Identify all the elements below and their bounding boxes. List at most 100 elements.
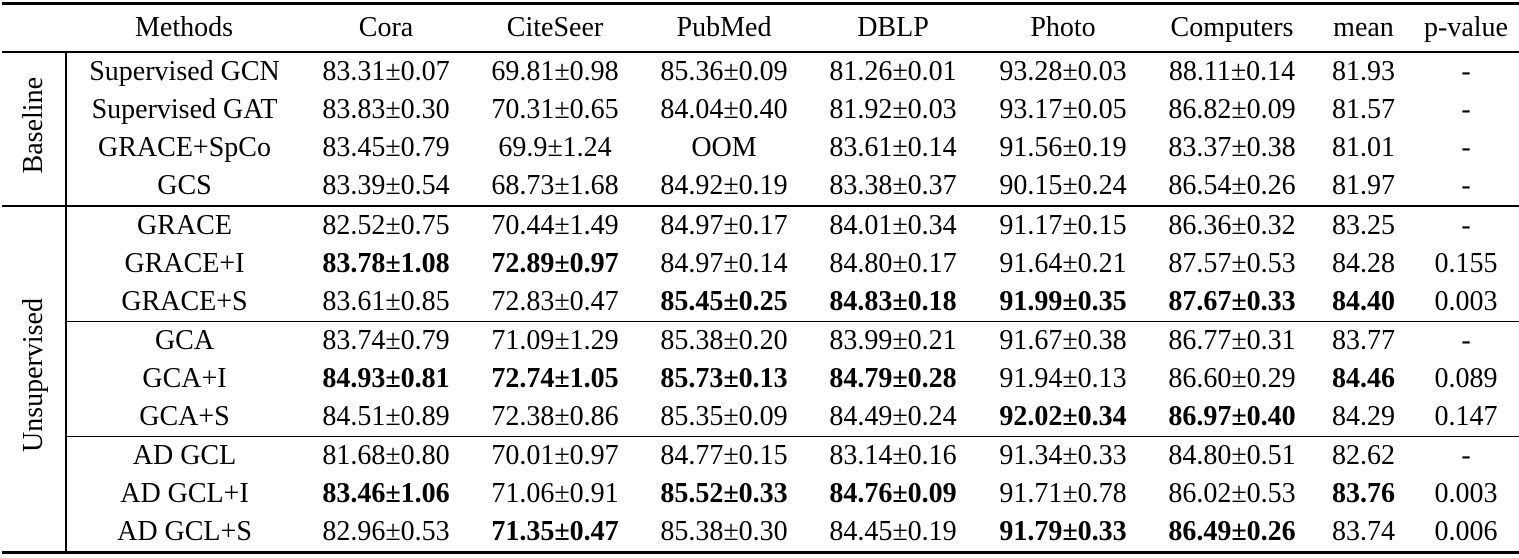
- table-row: AD GCL+I 83.46±1.06 71.06±0.91 85.52±0.33 84…: [2, 475, 1519, 513]
- result-cell-photo: 91.34±0.33: [978, 436, 1148, 475]
- header-row: Methods Cora CiteSeer PubMed DBLP Photo …: [2, 3, 1519, 53]
- table-row: GRACE+S 83.61±0.85 72.83±0.47 85.45±0.25 84.…: [2, 283, 1519, 322]
- result-cell-citeseer: 71.06±0.91: [491, 478, 619, 509]
- group-baseline: Baseline Supervised GCN 83.31±0.07 69.81±0.…: [2, 52, 1519, 206]
- result-cell-dblp: 84.79±0.28: [829, 363, 957, 394]
- result-cell-dblp: 84.45±0.19: [829, 516, 957, 547]
- result-cell-pubmed: 84.97±0.14: [660, 248, 788, 279]
- result-cell-cora: 84.51±0.89: [322, 401, 450, 432]
- header-cora: Cora: [302, 3, 470, 53]
- result-cell-citeseer: 72.38±0.86: [491, 401, 619, 432]
- group-label: Unsupervised: [17, 298, 49, 452]
- table-row: AD GCL+S 82.96±0.53 71.35±0.47 85.38±0.30 84…: [2, 513, 1519, 553]
- result-cell-cora: 83.83±0.30: [322, 94, 450, 125]
- mean-cell: 83.74: [1332, 516, 1395, 547]
- result-cell-dblp: 84.76±0.09: [829, 478, 957, 509]
- result-cell-cora: 83.78±1.08: [322, 248, 450, 279]
- result-cell-citeseer: 69.81±0.98: [491, 56, 619, 87]
- method-name-cell: AD GCL+S: [65, 513, 302, 553]
- result-cell-computers: 84.80±0.51: [1148, 436, 1316, 475]
- mean-cell: 81.57: [1332, 94, 1395, 125]
- method-name-cell: GRACE: [65, 205, 302, 245]
- result-cell-pubmed: 85.38±0.30: [660, 516, 788, 547]
- mean-cell: 84.29: [1332, 401, 1395, 432]
- pvalue-cell: -: [1461, 56, 1471, 87]
- table-row: AD GCL 81.68±0.80 70.01±0.97 84.77±0.15 83.1…: [2, 436, 1519, 475]
- table-row: GCS 83.39±0.54 68.73±1.68 84.92±0.19 83.38±0…: [2, 167, 1519, 206]
- pvalue-cell: 0.003: [1434, 478, 1498, 509]
- mean-cell: 81.01: [1332, 132, 1395, 163]
- header-pubmed: PubMed: [640, 3, 808, 53]
- result-cell-computers: 86.49±0.26: [1168, 516, 1296, 547]
- method-name-cell: AD GCL+I: [65, 475, 302, 513]
- result-cell-citeseer: 72.89±0.97: [491, 248, 619, 279]
- table-row: GRACE+SpCo 83.45±0.79 69.9±1.24 OOM 83.61±0.…: [2, 129, 1519, 167]
- table-row: Unsupervised GRACE 82.52±0.75 70.44±1.49 84.…: [2, 205, 1519, 553]
- result-cell-citeseer: 72.74±1.05: [491, 363, 619, 394]
- group-label-cell: Unsupervised: [2, 205, 66, 553]
- result-cell-pubmed: 85.35±0.09: [660, 401, 788, 432]
- mean-cell: 84.40: [1332, 286, 1395, 317]
- result-cell-cora: 82.96±0.53: [322, 516, 450, 547]
- group-unsupervised: Unsupervised GRACE 82.52±0.75 70.44±1.49 84.…: [2, 205, 1519, 553]
- result-cell-computers: 87.67±0.33: [1168, 286, 1296, 317]
- pvalue-cell: 0.089: [1434, 363, 1498, 394]
- result-cell-photo: 92.02±0.34: [999, 401, 1127, 432]
- result-cell-computers: 86.82±0.09: [1168, 94, 1296, 125]
- group-label: Baseline: [17, 76, 49, 174]
- pvalue-cell: -: [1411, 436, 1519, 475]
- method-name-cell: Supervised GAT: [65, 91, 302, 129]
- header-dblp: DBLP: [808, 3, 978, 53]
- result-cell-computers: 87.57±0.53: [1168, 248, 1296, 279]
- pvalue-cell: -: [1411, 321, 1519, 360]
- header-photo: Photo: [978, 3, 1148, 53]
- result-cell-dblp: 84.83±0.18: [829, 286, 957, 317]
- method-name-cell: GRACE+S: [65, 283, 302, 322]
- table-header: Methods Cora CiteSeer PubMed DBLP Photo …: [2, 3, 1519, 53]
- result-cell-computers: 83.37±0.38: [1168, 132, 1296, 163]
- result-cell-pubmed: 85.52±0.33: [660, 478, 788, 509]
- result-cell-dblp: 83.14±0.16: [808, 436, 978, 475]
- group-label-cell: Baseline: [2, 52, 66, 206]
- result-cell-pubmed: 84.92±0.19: [660, 170, 788, 201]
- mean-cell: 81.97: [1332, 170, 1395, 201]
- pvalue-cell: -: [1461, 94, 1471, 125]
- table-row: GCA 83.74±0.79 71.09±1.29 85.38±0.20 83.99±0…: [2, 321, 1519, 360]
- result-cell-photo: 91.79±0.33: [999, 516, 1127, 547]
- table-row: GCA+S 84.51±0.89 72.38±0.86 85.35±0.09 84.49…: [2, 398, 1519, 437]
- result-cell-pubmed: 85.36±0.09: [660, 56, 788, 87]
- pvalue-cell: 0.003: [1434, 286, 1498, 317]
- result-cell-photo: 91.56±0.19: [999, 132, 1127, 163]
- method-name-cell: GCA+I: [65, 360, 302, 398]
- method-name-cell: GCA+S: [65, 398, 302, 437]
- result-cell-dblp: 84.49±0.24: [829, 401, 957, 432]
- table-row: Baseline Supervised GCN 83.31±0.07 69.81±0.…: [2, 52, 1519, 173]
- mean-cell: 83.25: [1316, 205, 1411, 245]
- result-cell-cora: 83.61±0.85: [322, 286, 450, 317]
- corner-cell: [2, 3, 66, 53]
- method-name-cell: Supervised GCN: [65, 52, 302, 91]
- result-cell-computers: 86.54±0.26: [1168, 170, 1296, 201]
- result-cell-photo: 91.17±0.15: [978, 205, 1148, 245]
- result-cell-dblp: 81.26±0.01: [829, 56, 957, 87]
- result-cell-citeseer: 68.73±1.68: [491, 170, 619, 201]
- header-pvalue: p-value: [1411, 3, 1519, 53]
- result-cell-cora: 84.93±0.81: [322, 363, 450, 394]
- result-cell-citeseer: 71.09±1.29: [470, 321, 640, 360]
- result-cell-computers: 86.02±0.53: [1168, 478, 1296, 509]
- mean-cell: 84.28: [1332, 248, 1395, 279]
- result-cell-cora: 83.46±1.06: [322, 478, 450, 509]
- result-cell-photo: 90.15±0.24: [999, 170, 1127, 201]
- method-name-cell: GRACE+SpCo: [65, 129, 302, 167]
- header-citeseer: CiteSeer: [470, 3, 640, 53]
- result-cell-pubmed: 84.97±0.17: [640, 205, 808, 245]
- header-mean: mean: [1316, 3, 1411, 53]
- result-cell-computers: 86.36±0.32: [1148, 205, 1316, 245]
- result-cell-dblp: 84.01±0.34: [808, 205, 978, 245]
- result-cell-cora: 82.52±0.75: [302, 205, 470, 245]
- result-cell-citeseer: 69.9±1.24: [498, 132, 612, 163]
- mean-cell: 84.46: [1332, 363, 1395, 394]
- result-cell-pubmed: 85.73±0.13: [660, 363, 788, 394]
- result-cell-pubmed: 84.04±0.40: [660, 94, 788, 125]
- header-methods: Methods: [66, 3, 302, 53]
